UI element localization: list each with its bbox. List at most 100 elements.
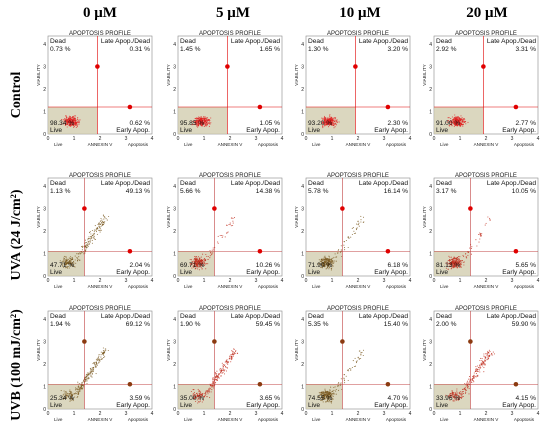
event-dot: [453, 125, 455, 127]
event-dot: [209, 397, 211, 399]
y-tick-label: 0: [301, 132, 304, 138]
event-dot: [102, 214, 104, 216]
event-dot: [466, 387, 468, 389]
event-dot: [73, 119, 75, 121]
y-tick-label: 1: [301, 110, 304, 116]
event-dot: [478, 369, 481, 371]
event-dot: [76, 122, 78, 124]
event-dot: [476, 245, 478, 247]
event-dot: [458, 392, 460, 394]
event-dot: [211, 386, 213, 388]
event-dot: [455, 124, 457, 126]
event-dot: [232, 351, 234, 353]
event-dot: [473, 372, 475, 374]
event-dot: [205, 268, 207, 270]
event-dot: [69, 389, 71, 391]
late-percent: 1.65 %: [259, 46, 280, 53]
event-dot: [449, 256, 451, 258]
event-dot: [65, 256, 67, 258]
event-dot: [332, 398, 334, 400]
dead-label: Dead: [308, 313, 324, 320]
event-dot: [88, 243, 90, 245]
event-dot: [82, 381, 84, 383]
event-dot: [327, 392, 329, 394]
x-tick-label: 0: [47, 278, 50, 284]
event-dot: [98, 226, 100, 228]
event-dot: [210, 122, 212, 124]
event-dot: [485, 222, 487, 224]
panel-title: APOPTOSIS PROFILE: [327, 31, 389, 37]
event-dot: [458, 121, 461, 123]
event-dot: [66, 126, 68, 128]
event-dot: [99, 229, 101, 232]
event-dot: [89, 373, 91, 375]
event-dot: [196, 117, 198, 119]
y-tick-label: 0: [301, 274, 304, 280]
event-dot: [204, 259, 206, 261]
event-dot: [453, 123, 456, 125]
event-dot: [74, 117, 76, 119]
event-dot: [86, 374, 88, 376]
event-dot: [477, 368, 479, 371]
event-dot: [323, 117, 325, 119]
event-dot: [66, 120, 68, 122]
event-dot: [481, 358, 483, 360]
event-dot: [217, 241, 219, 243]
event-dot: [197, 121, 199, 123]
event-dot: [216, 376, 218, 378]
event-dot: [339, 382, 341, 384]
dead-label: Dead: [50, 38, 66, 45]
event-dot: [95, 359, 97, 361]
y-tick-label: 1: [173, 110, 176, 116]
event-dot: [479, 238, 481, 240]
x-tick-label: 0: [177, 411, 180, 417]
event-dot: [104, 216, 106, 218]
event-dot: [207, 393, 209, 395]
event-dot: [77, 396, 79, 398]
event-dot: [332, 121, 334, 123]
event-dot: [459, 118, 461, 120]
event-dot: [477, 375, 479, 377]
event-dot: [215, 374, 218, 376]
event-dot: [101, 222, 103, 224]
event-dot: [456, 390, 458, 392]
y-tick-label: 4: [173, 42, 176, 48]
event-dot: [98, 223, 100, 225]
event-dot: [353, 365, 355, 368]
event-dot: [204, 395, 206, 397]
event-dot: [73, 126, 75, 128]
event-dot: [472, 375, 474, 377]
event-dot: [192, 392, 194, 394]
x-axis-label: ANNEXIN V: [218, 417, 244, 422]
event-dot: [71, 120, 73, 123]
late-percent: 69.12 %: [126, 321, 150, 328]
event-dot: [77, 260, 79, 262]
event-dot: [459, 256, 461, 258]
event-dot: [464, 388, 466, 391]
x-axis-label: ANNEXIN V: [346, 142, 372, 147]
event-dot: [207, 119, 210, 121]
event-dot: [326, 124, 329, 126]
event-dot: [451, 258, 453, 261]
event-dot: [78, 123, 80, 125]
event-dot: [91, 229, 93, 232]
event-dot: [91, 237, 93, 239]
event-dot: [87, 244, 89, 246]
dead-label: Dead: [308, 38, 324, 45]
y-tick-label: 2: [43, 87, 46, 93]
live-percent: 91.00 %: [436, 120, 460, 127]
event-dot: [93, 362, 95, 364]
event-dot: [195, 119, 197, 121]
y-tick-label: 2: [173, 229, 176, 235]
event-dot: [333, 121, 335, 123]
event-dot: [457, 122, 459, 124]
live-percent: 35.00 %: [180, 395, 204, 402]
event-dot: [219, 234, 221, 237]
event-dot: [456, 388, 458, 390]
event-dot: [199, 258, 201, 260]
event-dot: [455, 116, 457, 118]
quadrant-marker: [127, 381, 133, 387]
event-dot: [88, 376, 90, 378]
event-dot: [320, 391, 322, 393]
